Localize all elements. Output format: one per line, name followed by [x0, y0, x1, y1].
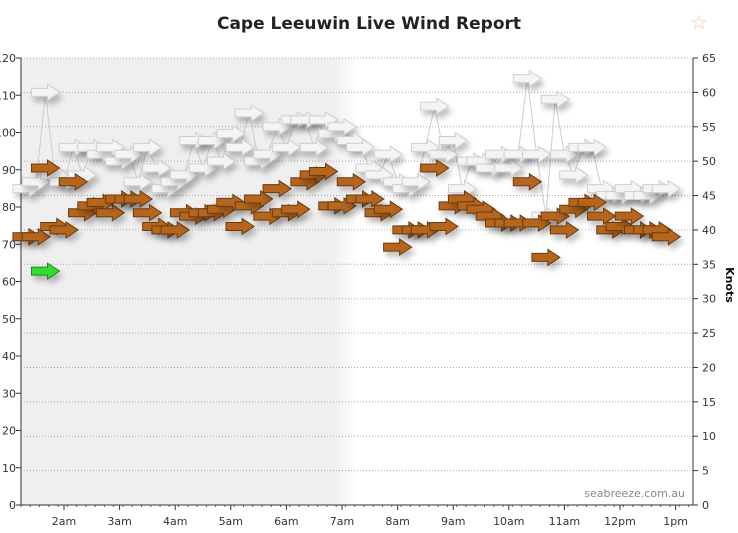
right-tick-label: 55 — [702, 121, 716, 134]
wind-speed-arrow — [429, 217, 459, 236]
wind-speed-arrow — [49, 220, 79, 239]
wind-speed-arrow — [30, 159, 61, 177]
left-tick-label: 70 — [2, 238, 16, 251]
highlight-arrow — [30, 262, 61, 281]
x-tick-label: 5am — [219, 515, 243, 528]
x-tick-label: 10am — [493, 515, 524, 528]
wind-speed-arrow — [160, 220, 191, 239]
gust-arrow — [559, 165, 589, 184]
left-tick-label: 50 — [2, 313, 16, 326]
x-tick-label: 6am — [274, 515, 298, 528]
wind-speed-arrow — [308, 162, 339, 181]
wind-speed-arrow — [355, 190, 385, 208]
left-tick-label: 110 — [0, 89, 16, 102]
gust-arrow — [216, 124, 246, 143]
chart-title: Cape Leeuwin Live Wind Report — [216, 14, 522, 34]
x-tick-label: 12pm — [604, 515, 636, 528]
right-tick-label: 40 — [702, 224, 716, 237]
right-tick-label: 20 — [702, 361, 716, 374]
wind-speed-arrow — [577, 193, 608, 212]
right-tick-label: 25 — [702, 327, 716, 340]
x-tick-label: 8am — [385, 515, 409, 528]
gust-arrow — [123, 172, 154, 191]
gust-arrow — [346, 138, 376, 157]
left-tick-label: 30 — [2, 387, 16, 400]
gust-arrow — [132, 138, 163, 157]
wind-speed-arrow — [651, 227, 682, 246]
right-tick-label: 10 — [702, 430, 716, 443]
gust-arrow — [142, 159, 172, 177]
star-icon[interactable]: ☆ — [690, 10, 708, 34]
gust-arrow — [577, 138, 608, 157]
wind-speed-arrow — [549, 220, 580, 239]
wind-speed-arrow — [132, 203, 163, 222]
right-tick-label: 45 — [702, 190, 716, 203]
right-tick-label: 15 — [702, 396, 716, 409]
wind-speed-arrow — [512, 172, 543, 191]
wind-speed-arrow — [531, 248, 561, 267]
gust-arrow — [373, 145, 404, 164]
x-tick-label: 7am — [330, 515, 354, 528]
gust-arrow — [438, 131, 469, 150]
wind-speed-arrow — [262, 179, 293, 198]
right-tick-label: 60 — [702, 86, 716, 99]
right-tick-label: 35 — [702, 258, 716, 271]
left-tick-label: 10 — [2, 462, 16, 475]
wind-speed-arrow — [586, 207, 617, 226]
wind-speed-arrow — [420, 159, 450, 177]
right-tick-label: 65 — [702, 52, 716, 65]
x-tick-label: 2am — [52, 515, 76, 528]
wind-speed-arrow — [123, 190, 154, 208]
wind-speed-arrow — [225, 217, 255, 236]
right-tick-label: 5 — [702, 465, 709, 478]
wind-speed-arrow — [244, 190, 274, 208]
gust-arrow — [494, 159, 524, 177]
gust-arrow — [327, 117, 357, 136]
gust-arrow — [522, 145, 552, 164]
gust-arrow — [512, 69, 543, 88]
gust-arrow — [429, 145, 459, 164]
left-tick-label: 20 — [2, 425, 16, 438]
gust-arrow — [651, 179, 682, 198]
right-tick-label: 0 — [702, 499, 709, 512]
left-tick-label: 80 — [2, 201, 16, 214]
gust-arrow — [271, 138, 302, 157]
night-shading — [21, 58, 693, 505]
left-tick-label: 90 — [2, 164, 16, 177]
gust-arrow — [447, 179, 478, 198]
gust-arrow — [540, 90, 571, 109]
left-tick-label: 120 — [0, 52, 16, 65]
wind-speed-arrow — [58, 172, 89, 191]
wind-speed-arrow — [383, 238, 413, 257]
left-tick-label: 60 — [2, 276, 16, 289]
right-tick-label: 30 — [702, 293, 716, 306]
gust-arrow — [401, 172, 432, 191]
wind-speed-arrow — [21, 227, 52, 246]
wind-speed-arrow — [281, 200, 311, 219]
watermark: seabreeze.com.au — [584, 487, 685, 500]
x-tick-label: 1pm — [663, 515, 688, 528]
gust-arrow — [225, 138, 255, 157]
gust-arrow — [420, 97, 450, 116]
gust-arrow — [207, 152, 237, 171]
x-tick-label: 11am — [549, 515, 580, 528]
wind-speed-arrow — [373, 200, 404, 219]
right-axis-label: Knots — [723, 267, 736, 303]
left-tick-label: 40 — [2, 350, 16, 363]
wind-speed-arrow — [95, 203, 126, 222]
gust-arrow — [299, 138, 330, 157]
gust-arrow — [234, 104, 265, 122]
wind-speed-arrow — [336, 172, 367, 191]
x-tick-label: 3am — [107, 515, 131, 528]
x-tick-label: 4am — [163, 515, 187, 528]
left-tick-label: 100 — [0, 127, 16, 140]
wind-speed-arrow — [614, 207, 645, 226]
gust-arrow — [30, 83, 61, 102]
right-tick-label: 50 — [702, 155, 716, 168]
x-tick-label: 9am — [441, 515, 465, 528]
left-tick-label: 0 — [9, 499, 16, 512]
